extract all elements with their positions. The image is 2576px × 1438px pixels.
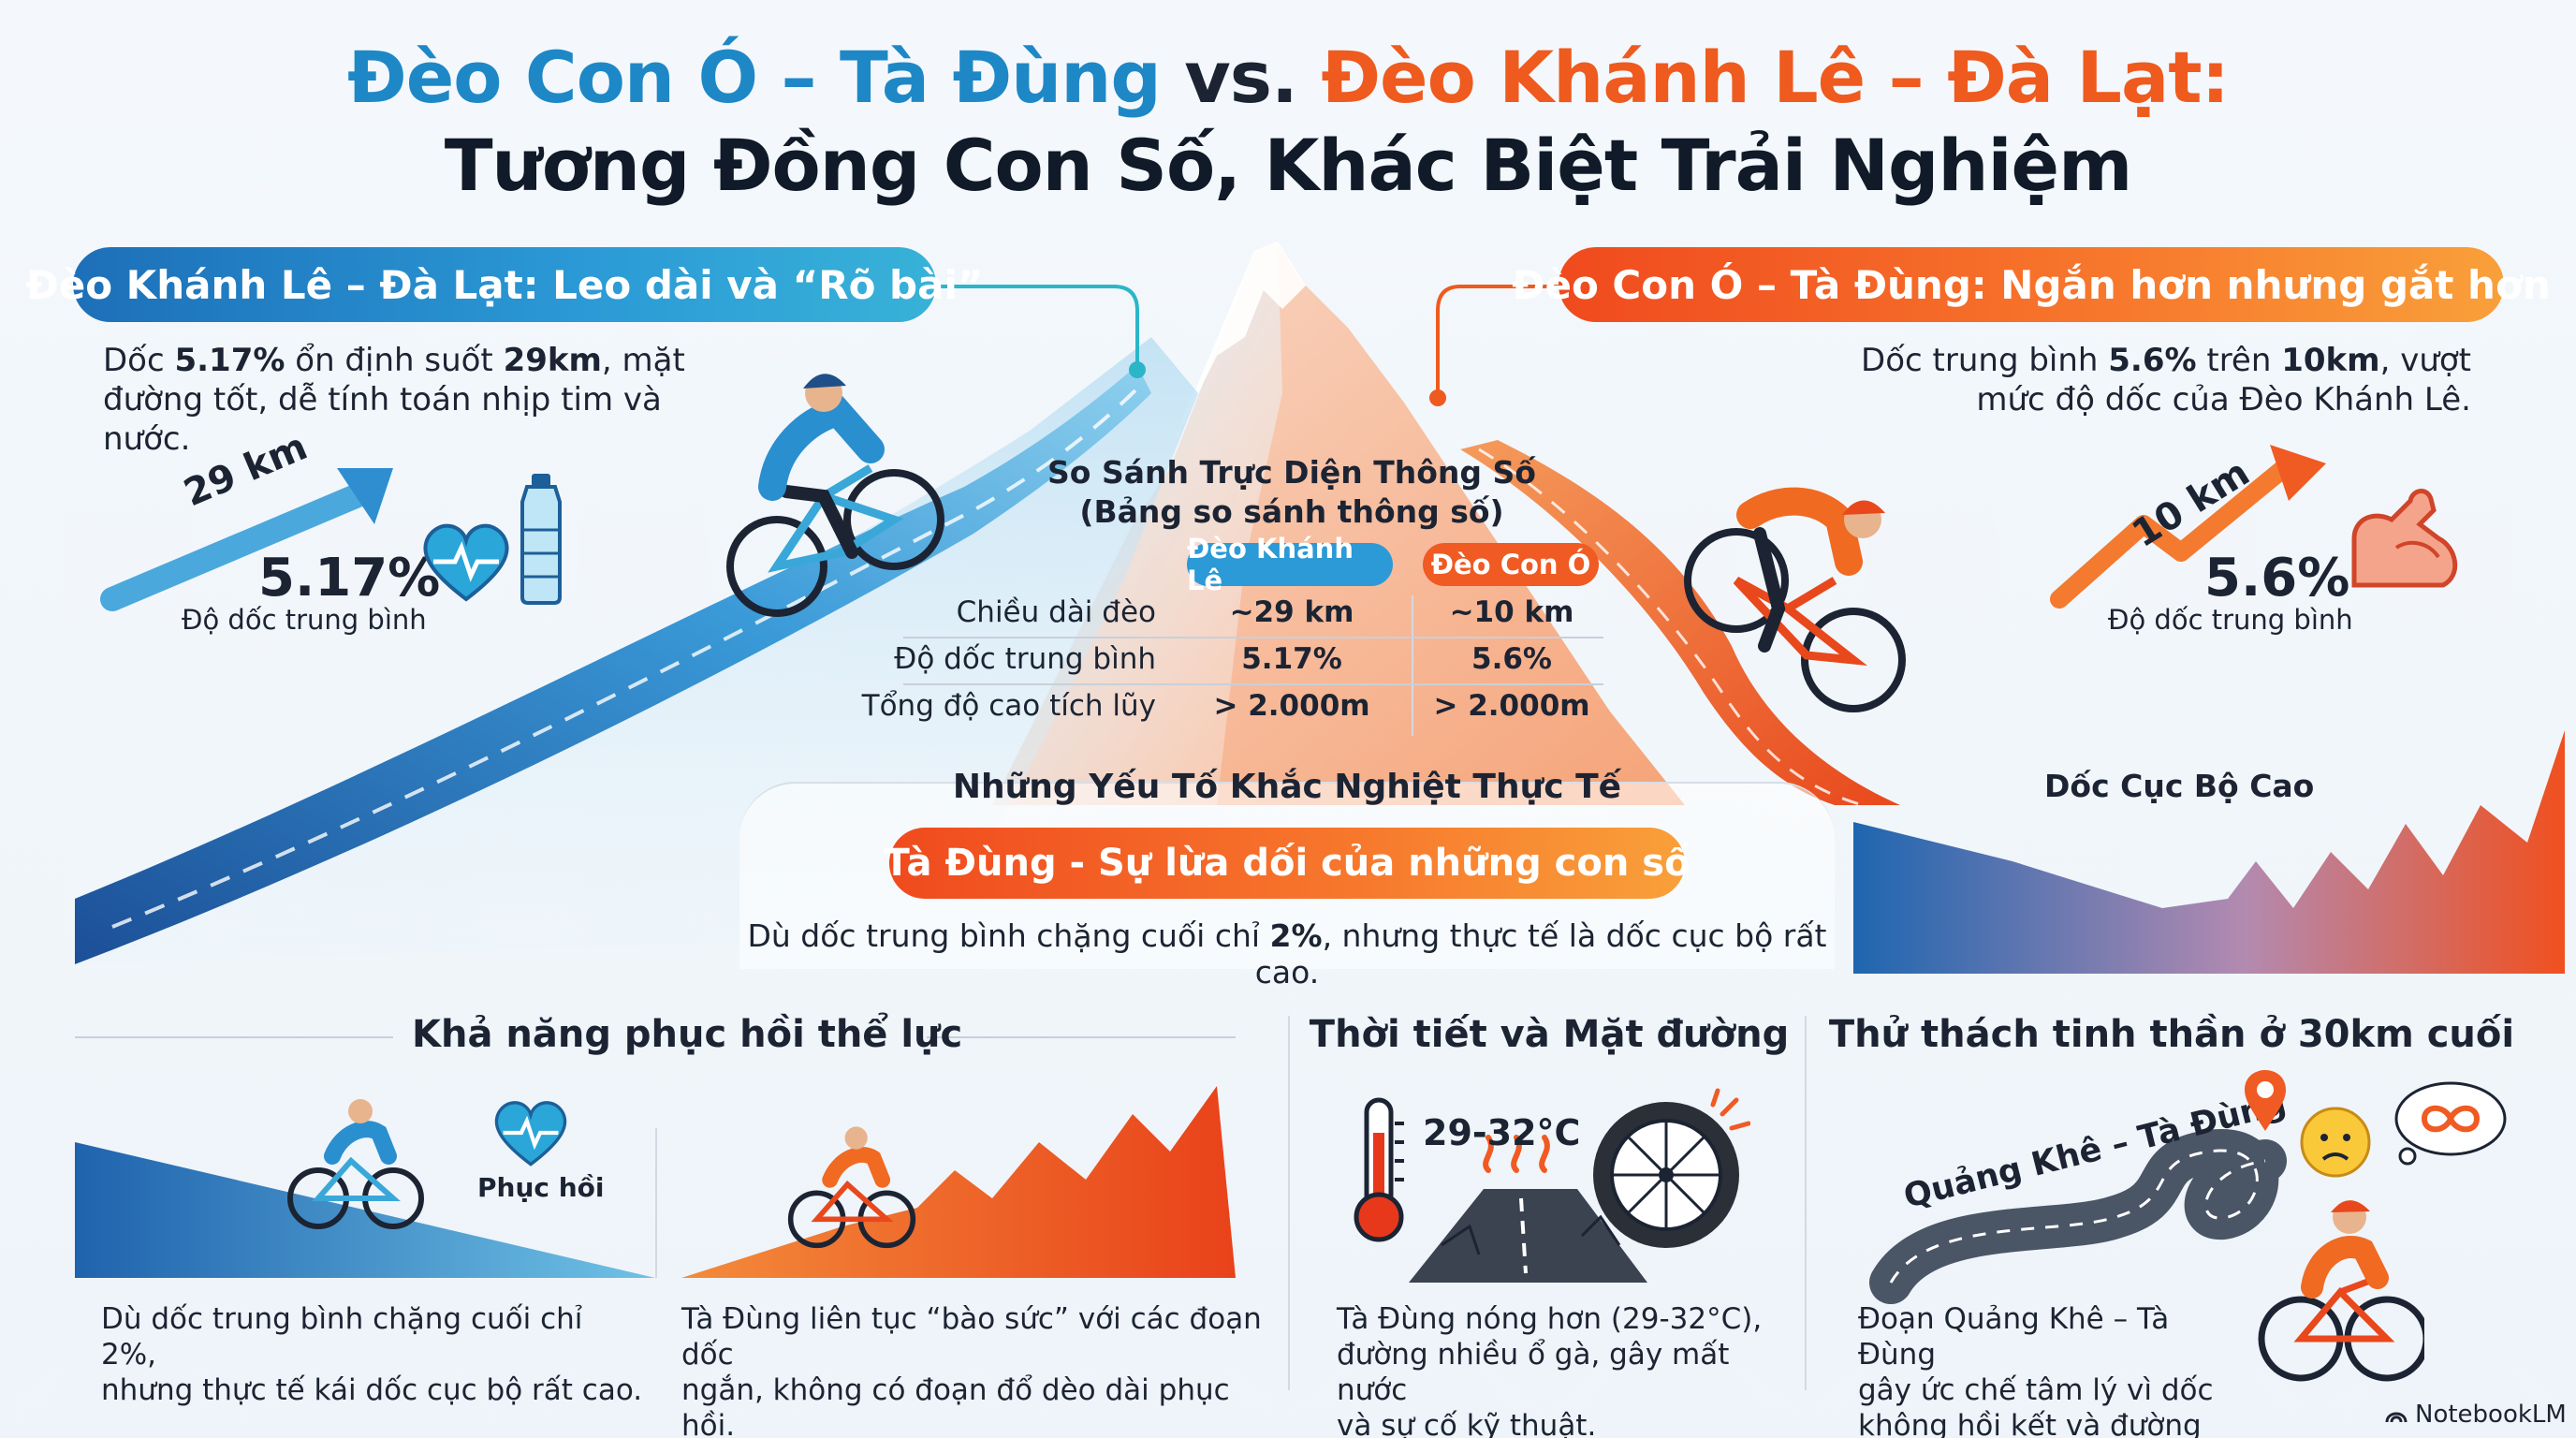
- recovery-badge: Phục hồi: [477, 1172, 605, 1203]
- page-title-line2: Tương Đồng Con Số, Khác Biệt Trải Nghiệm: [444, 124, 2133, 207]
- title-part-orange: Đèo Khánh Lê – Đà Lạt:: [1321, 36, 2230, 119]
- khanh-le-grade-caption: Độ dốc trung bình: [182, 604, 427, 636]
- cyclist-small-blue-icon: [287, 1099, 424, 1229]
- desc-bold: 29km: [503, 342, 602, 379]
- desc-bold: 2%: [1269, 917, 1323, 954]
- heart-recovery-icon: [494, 1101, 567, 1167]
- section-rule: [75, 1036, 393, 1038]
- desc-text: ổn định suốt: [285, 342, 504, 379]
- con-o-description: Dốc trung bình 5.6% trên 10km, vượt mức …: [1760, 341, 2471, 419]
- title-vs: vs.: [1160, 36, 1322, 119]
- recovery-heading: Khả năng phục hồi thể lực: [412, 1013, 963, 1056]
- desc-text: Dốc trung bình: [1861, 342, 2109, 379]
- text-line: đường nhiều ổ gà, gây mất nước: [1337, 1338, 1730, 1407]
- factors-pill: Tà Đùng - Sự lừa dối của những con số: [884, 828, 1690, 899]
- cyclist-blue-icon: [726, 374, 944, 617]
- temperature-value: 29-32°C: [1423, 1112, 1581, 1153]
- heart-rate-icon: [423, 523, 509, 602]
- desc-bold: 10km: [2281, 342, 2380, 379]
- mental-heading: Thử thách tinh thần ở 30km cuối: [1828, 1013, 2515, 1056]
- text-line: Tà Đùng liên tục “bào sức” với các đoạn …: [681, 1302, 1262, 1372]
- desc-text: , mặt: [601, 342, 685, 379]
- factors-heading: Những Yếu Tố Khắc Nghiệt Thực Tế: [952, 768, 1622, 806]
- section-divider: [1805, 1016, 1807, 1390]
- text-line: Tà Đùng nóng hơn (29-32°C),: [1337, 1302, 1763, 1336]
- table-cell-con-o: 5.6%: [1471, 642, 1552, 676]
- desc-text: đường tốt, dễ tính toán nhịp tim và nước…: [103, 381, 662, 458]
- flexed-arm-icon: [2351, 489, 2458, 588]
- desc-bold: 5.17%: [174, 342, 285, 379]
- worried-face-icon: [2300, 1107, 2371, 1178]
- factors-description: Dù dốc trung bình chặng cuối chỉ 2%, như…: [730, 917, 1844, 990]
- title-part-blue: Đèo Con Ó – Tà Đùng: [347, 36, 1162, 119]
- recovery-left-text: Dù dốc trung bình chặng cuối chỉ 2%, như…: [101, 1301, 644, 1408]
- cyclist-orange-icon: [1684, 487, 1906, 712]
- khanh-le-grade-value: 5.17%: [258, 548, 441, 609]
- notebooklm-brand: NotebookLM: [2385, 1401, 2567, 1429]
- text-line: và sự cố kỹ thuật.: [1337, 1409, 1597, 1438]
- tire-icon: [1593, 1088, 1750, 1248]
- text-line: Đoạn Quảng Khê – Tà Đùng: [1858, 1302, 2170, 1372]
- map-pin-icon: [2245, 1070, 2286, 1131]
- table-title: So Sánh Trực Diện Thông Số (Bảng so sánh…: [1020, 453, 1563, 532]
- desc-text: mức độ dốc của Đèo Khánh Lê.: [1976, 381, 2471, 418]
- text-line: nhưng thực tế kái dốc cục bộ rất cao.: [101, 1373, 643, 1407]
- text-line: không hồi kết và đường xấu.: [1858, 1409, 2202, 1438]
- table-cell-khanh-le: 5.17%: [1241, 642, 1342, 676]
- table-row-separator: [903, 683, 1603, 685]
- local-steep-label: Dốc Cục Bộ Cao: [2044, 768, 2315, 804]
- con-o-grade-caption: Độ dốc trung bình: [2108, 604, 2353, 636]
- table-row-label: Độ dốc trung bình: [894, 642, 1156, 676]
- section-rule: [927, 1036, 1236, 1038]
- khanh-le-pill: Đèo Khánh Lê – Đà Lạt: Leo dài và “Rõ bà…: [26, 247, 983, 322]
- con-o-grade-value: 5.6%: [2204, 548, 2350, 609]
- section-divider: [1288, 1016, 1290, 1390]
- table-cell-khanh-le: > 2.000m: [1213, 689, 1370, 723]
- section-divider: [655, 1128, 657, 1278]
- water-bottle-icon: [520, 474, 562, 605]
- thermometer-icon: [1354, 1097, 1404, 1242]
- weather-text: Tà Đùng nóng hơn (29-32°C), đường nhiều …: [1337, 1301, 1786, 1438]
- thought-bubble-icon: [2394, 1081, 2507, 1166]
- desc-bold: 5.6%: [2108, 342, 2197, 379]
- khanh-le-description: Dốc 5.17% ổn định suốt 29km, mặt đường t…: [103, 341, 758, 459]
- page-title-line1: Đèo Con Ó – Tà Đùng vs. Đèo Khánh Lê – Đ…: [0, 36, 2576, 119]
- table-title-line1: So Sánh Trực Diện Thông Số: [1047, 454, 1536, 491]
- notebooklm-logo-icon: [2385, 1412, 2408, 1423]
- desc-text: Dù dốc trung bình chặng cuối chỉ: [747, 917, 1270, 954]
- table-title-line2: (Bảng so sánh thông số): [1079, 493, 1504, 530]
- table-col-khanh-le: Đèo Khánh Lê: [1187, 533, 1393, 596]
- con-o-pill: Đèo Con Ó – Tà Đùng: Ngắn hơn nhưng gắt …: [1512, 247, 2551, 322]
- brand-label: NotebookLM: [2415, 1401, 2567, 1429]
- cyclist-mental-icon: [2258, 1200, 2424, 1382]
- table-cell-con-o: ~10 km: [1449, 595, 1574, 629]
- text-line: Dù dốc trung bình chặng cuối chỉ 2%,: [101, 1302, 583, 1372]
- desc-text: trên: [2196, 342, 2282, 379]
- table-col-con-o: Đèo Con Ó: [1423, 543, 1599, 586]
- table-row-label: Tổng độ cao tích lũy: [861, 689, 1156, 723]
- desc-text: , nhưng thực tế là dốc cục bộ rất cao.: [1254, 917, 1827, 990]
- text-line: gây ức chế tâm lý vì dốc: [1858, 1373, 2214, 1407]
- table-divider: [1412, 595, 1413, 736]
- desc-text: Dốc: [103, 342, 175, 379]
- text-line: ngắn, không có đoạn đổ dèo dài phục hồi.: [681, 1373, 1230, 1438]
- cyclist-small-orange-icon: [787, 1126, 916, 1249]
- weather-heading: Thời tiết và Mặt đường: [1309, 1013, 1790, 1056]
- mental-text: Đoạn Quảng Khê – Tà Đùng gây ức chế tâm …: [1858, 1301, 2251, 1438]
- table-cell-con-o: > 2.000m: [1433, 689, 1590, 723]
- table-row-label: Chiều dài đèo: [956, 595, 1156, 629]
- table-cell-khanh-le: ~29 km: [1229, 595, 1354, 629]
- table-row-separator: [903, 637, 1603, 638]
- desc-text: , vượt: [2379, 342, 2471, 379]
- recovery-right-text: Tà Đùng liên tục “bào sức” với các đoạn …: [681, 1301, 1262, 1438]
